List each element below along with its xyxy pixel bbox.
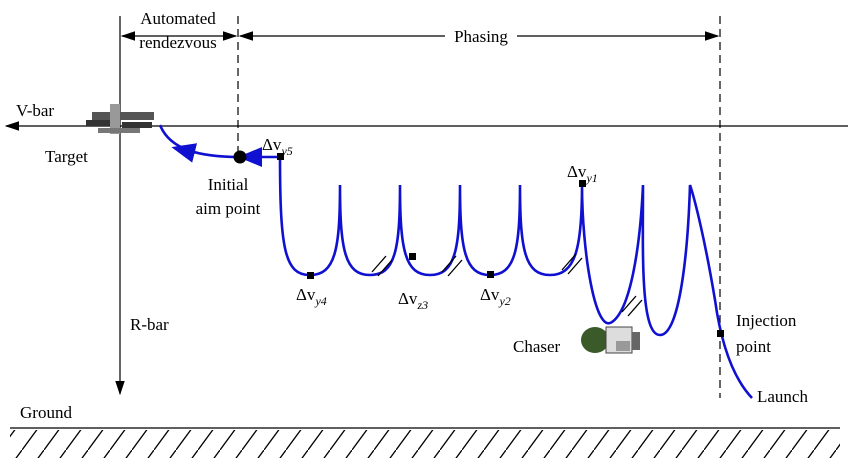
subscript: y1 — [585, 171, 597, 185]
direction-arrow — [171, 143, 198, 163]
maneuver-markers — [277, 153, 724, 337]
delta-v: Δv — [567, 162, 587, 181]
subscript: z3 — [416, 298, 428, 312]
label: Target — [45, 147, 88, 166]
maneuver-label: Δvy2 — [480, 285, 511, 308]
label: Initial — [208, 175, 249, 194]
delta-v: Δv — [480, 285, 500, 304]
label: aim point — [196, 199, 261, 218]
maneuver-label: Δvy1 — [567, 162, 598, 185]
label: Injection — [736, 311, 797, 330]
label: rendezvous — [139, 33, 216, 52]
delta-v: Δv — [262, 135, 282, 154]
ground-hatch — [10, 430, 840, 458]
label: Automated — [140, 9, 216, 28]
label: Chaser — [513, 337, 561, 356]
maneuver-label: Δvy4 — [296, 285, 327, 308]
break-marks — [371, 253, 643, 317]
label: Phasing — [454, 27, 508, 46]
subscript: y4 — [314, 294, 326, 308]
label-bg — [445, 26, 517, 46]
maneuver-label: Δvy5 — [262, 135, 293, 158]
label: point — [736, 337, 771, 356]
axis-label: V-bar — [16, 101, 54, 120]
axis-label: R-bar — [130, 315, 169, 334]
delta-v: Δv — [398, 289, 418, 308]
aim-point-dot — [233, 150, 247, 164]
delta-v: Δv — [296, 285, 316, 304]
subscript: y2 — [498, 294, 510, 308]
trajectory — [158, 124, 753, 399]
subscript: y5 — [280, 144, 292, 158]
label: Launch — [757, 387, 808, 406]
chaser-icon — [581, 326, 640, 354]
target-icon — [86, 104, 154, 134]
maneuver-label: Δvz3 — [398, 289, 428, 312]
axis-label: Ground — [20, 403, 72, 422]
